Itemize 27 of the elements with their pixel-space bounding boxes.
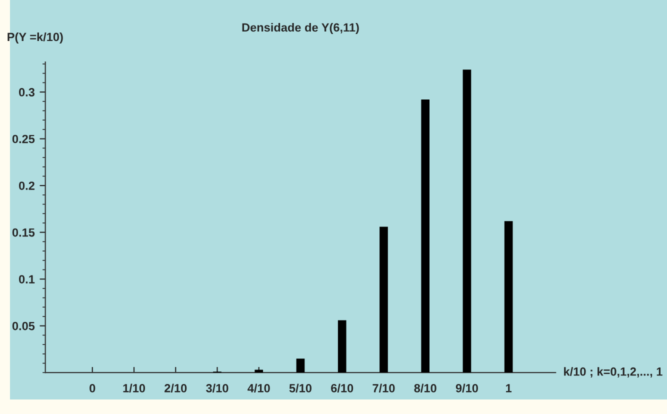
- y-tick-label: 0.05: [12, 322, 35, 330]
- x-tick-label: 8/10: [414, 384, 436, 393]
- bar: [296, 358, 305, 373]
- y-tick-label: 0.3: [18, 88, 35, 96]
- y-tick-label: 0.25: [12, 134, 35, 144]
- x-tick-label: 9/10: [456, 384, 478, 393]
- y-axis-title: P(Y =k/10): [8, 32, 63, 44]
- x-tick-label: 0: [90, 384, 96, 392]
- x-tick-label: 2/10: [164, 384, 187, 393]
- bar: [254, 370, 264, 373]
- bar: [380, 226, 388, 373]
- chart-title: Densidade de Y(6,11): [242, 22, 359, 34]
- bar: [462, 70, 472, 373]
- x-tick-label: 4/10: [248, 384, 270, 393]
- x-tick-label: 1/10: [123, 384, 146, 393]
- x-tick-label: 3/10: [206, 384, 228, 393]
- bar: [421, 100, 430, 373]
- y-tick-label: 0.2: [18, 182, 34, 190]
- x-tick-label: 5/10: [289, 384, 312, 393]
- x-tick-label: 1: [506, 384, 512, 392]
- bar: [338, 320, 346, 373]
- x-tick-label: 7/10: [372, 384, 395, 393]
- bar: [504, 221, 513, 373]
- y-tick-label: 0.15: [12, 228, 35, 237]
- y-tick-label: 0.1: [18, 275, 35, 284]
- x-axis-title: k/10 ; k=0,1,2,..., 1: [564, 367, 662, 378]
- x-tick-label: 6/10: [331, 384, 354, 393]
